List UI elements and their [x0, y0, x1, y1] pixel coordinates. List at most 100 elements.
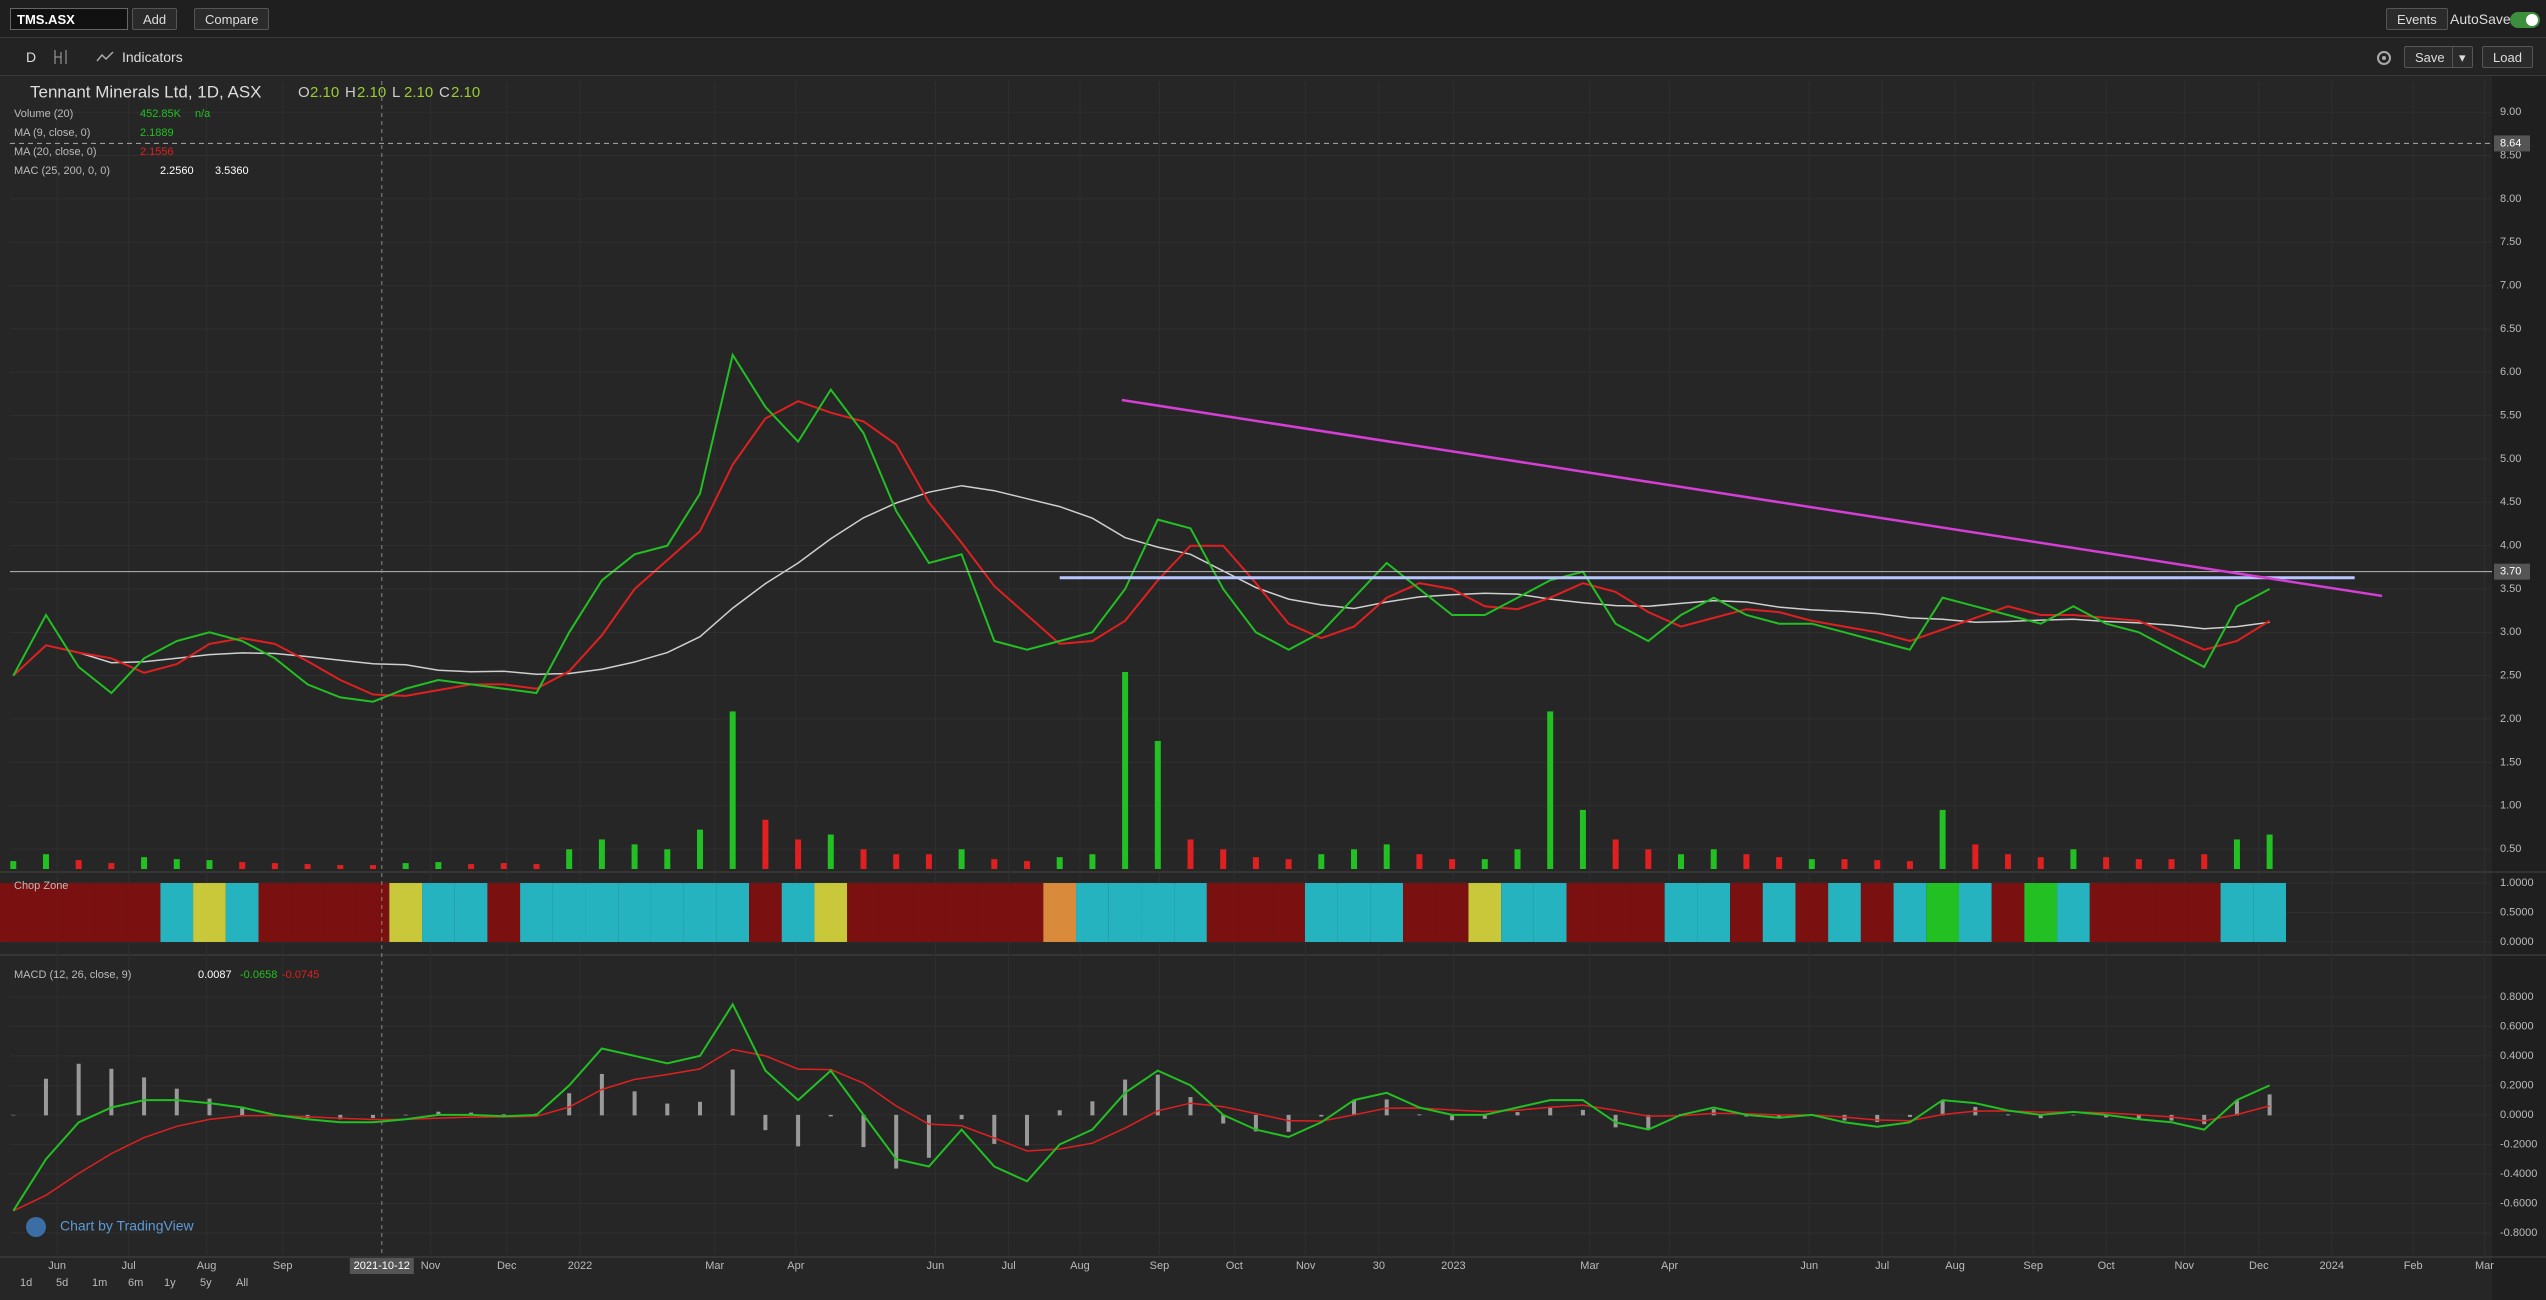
volume-bar [1841, 859, 1848, 869]
x-tick-label: Jul [122, 1260, 136, 1272]
macd-hist [1940, 1100, 1945, 1116]
chop-bar [29, 883, 63, 942]
y-tick-label: 3.00 [2500, 626, 2521, 638]
indicators-icon[interactable] [96, 50, 114, 64]
volume-bar [1678, 854, 1685, 869]
range-button[interactable]: 6m [128, 1277, 143, 1289]
range-button[interactable]: All [236, 1277, 248, 1289]
volume-bar [75, 860, 82, 869]
volume-bar [1906, 861, 1913, 869]
crosshair-tag [349, 1258, 414, 1274]
chop-bar [847, 883, 880, 942]
compare-button[interactable]: Compare [194, 8, 270, 30]
chop-bar [2253, 883, 2286, 942]
x-tick-label: Aug [197, 1260, 217, 1272]
chop-bar [2187, 883, 2221, 942]
range-button[interactable]: 1m [92, 1277, 107, 1289]
price-tag-label: 8.64 [2500, 137, 2521, 149]
range-button[interactable]: 5d [56, 1277, 68, 1289]
macd-hist [338, 1114, 343, 1120]
macd-hist [1875, 1114, 1880, 1123]
volume-bar [533, 864, 540, 869]
macd-hist [1057, 1110, 1062, 1116]
interval-button[interactable]: D [26, 49, 37, 65]
save-button[interactable]: Save [2404, 46, 2456, 68]
y-tick-label: 0.6000 [2500, 1020, 2534, 1032]
y-tick-label: 5.50 [2500, 410, 2521, 422]
volume-bar [239, 862, 246, 869]
macd-hist [1090, 1101, 1095, 1116]
chop-bar [618, 883, 651, 942]
chop-bar [1435, 883, 1469, 942]
load-button[interactable]: Load [2482, 46, 2533, 68]
x-tick-label: 30 [1373, 1260, 1385, 1272]
chop-bar [1108, 883, 1142, 942]
chop-bar [1076, 883, 1109, 942]
chop-bar [1860, 883, 1894, 942]
macd-hist [1352, 1100, 1357, 1116]
save-menu[interactable]: ▾ [2452, 46, 2473, 68]
symbol-input[interactable]: TMS.ASX [10, 8, 128, 30]
chop-bar [0, 883, 30, 942]
volume-bar [1252, 857, 1259, 869]
chop-bar [62, 883, 96, 942]
x-tick-label: Oct [2098, 1260, 2115, 1272]
indicator-value: n/a [195, 108, 211, 120]
chop-bar [2122, 883, 2156, 942]
chop-bar [1468, 883, 1502, 942]
chop-bar [95, 883, 128, 942]
range-button[interactable]: 1d [20, 1277, 32, 1289]
macd-hist [2104, 1114, 2109, 1118]
chop-bar [1664, 883, 1698, 942]
range-button[interactable]: 5y [200, 1277, 212, 1289]
volume-bar [1481, 859, 1488, 869]
volume-bar [1154, 740, 1161, 869]
chop-bar [585, 883, 619, 942]
macd-hist [109, 1068, 114, 1116]
macd-hist [1580, 1109, 1585, 1116]
x-tick-label: Dec [2249, 1260, 2269, 1272]
volume-bar [1056, 857, 1063, 869]
indicators-button[interactable]: Indicators [122, 49, 183, 65]
add-button[interactable]: Add [132, 8, 178, 30]
macd-hist [174, 1088, 179, 1116]
volume-bar [1351, 849, 1358, 869]
ohlc-key: L [392, 84, 400, 101]
settings-icon[interactable] [2374, 48, 2394, 68]
indicator-value: 3.5360 [215, 165, 249, 177]
chop-bar [1762, 883, 1796, 942]
price-tag-label: 3.70 [2500, 566, 2521, 578]
x-tick-label: Nov [1296, 1260, 1316, 1272]
x-tick-label: 2023 [1441, 1260, 1465, 1272]
mac-line [12, 484, 2270, 677]
events-button[interactable]: Events [2386, 8, 2448, 30]
series-line [12, 352, 2271, 703]
chop-bar [1926, 883, 1959, 942]
macd-hist [730, 1069, 735, 1116]
volume-bar [1972, 844, 1979, 869]
watermark-icon [26, 1217, 46, 1237]
autosave-toggle[interactable] [2510, 12, 2540, 28]
chop-bar [160, 883, 194, 942]
chop-bar [716, 883, 750, 942]
ma20-line [12, 400, 2271, 697]
chop-bar [1272, 883, 1305, 942]
chop-bar [1043, 883, 1077, 942]
chop-bar [422, 883, 455, 942]
x-tick-label: 2022 [568, 1260, 592, 1272]
chop-bar [2220, 883, 2254, 942]
y-tick-label: 8.50 [2500, 149, 2521, 161]
chop-bar [1141, 883, 1175, 942]
signal-line [12, 1048, 2270, 1212]
macd-hist [1155, 1074, 1160, 1116]
volume-bar [402, 863, 409, 869]
x-tick-label: Aug [1070, 1260, 1090, 1272]
volume-bar [696, 829, 703, 869]
ohlc-value: 2.10 [357, 84, 386, 101]
volume-bar [827, 834, 834, 869]
draw-icon[interactable] [52, 48, 70, 66]
volume-bar [1187, 839, 1194, 869]
range-button[interactable]: 1y [164, 1277, 176, 1289]
ohlc-value: 2.10 [451, 84, 480, 101]
